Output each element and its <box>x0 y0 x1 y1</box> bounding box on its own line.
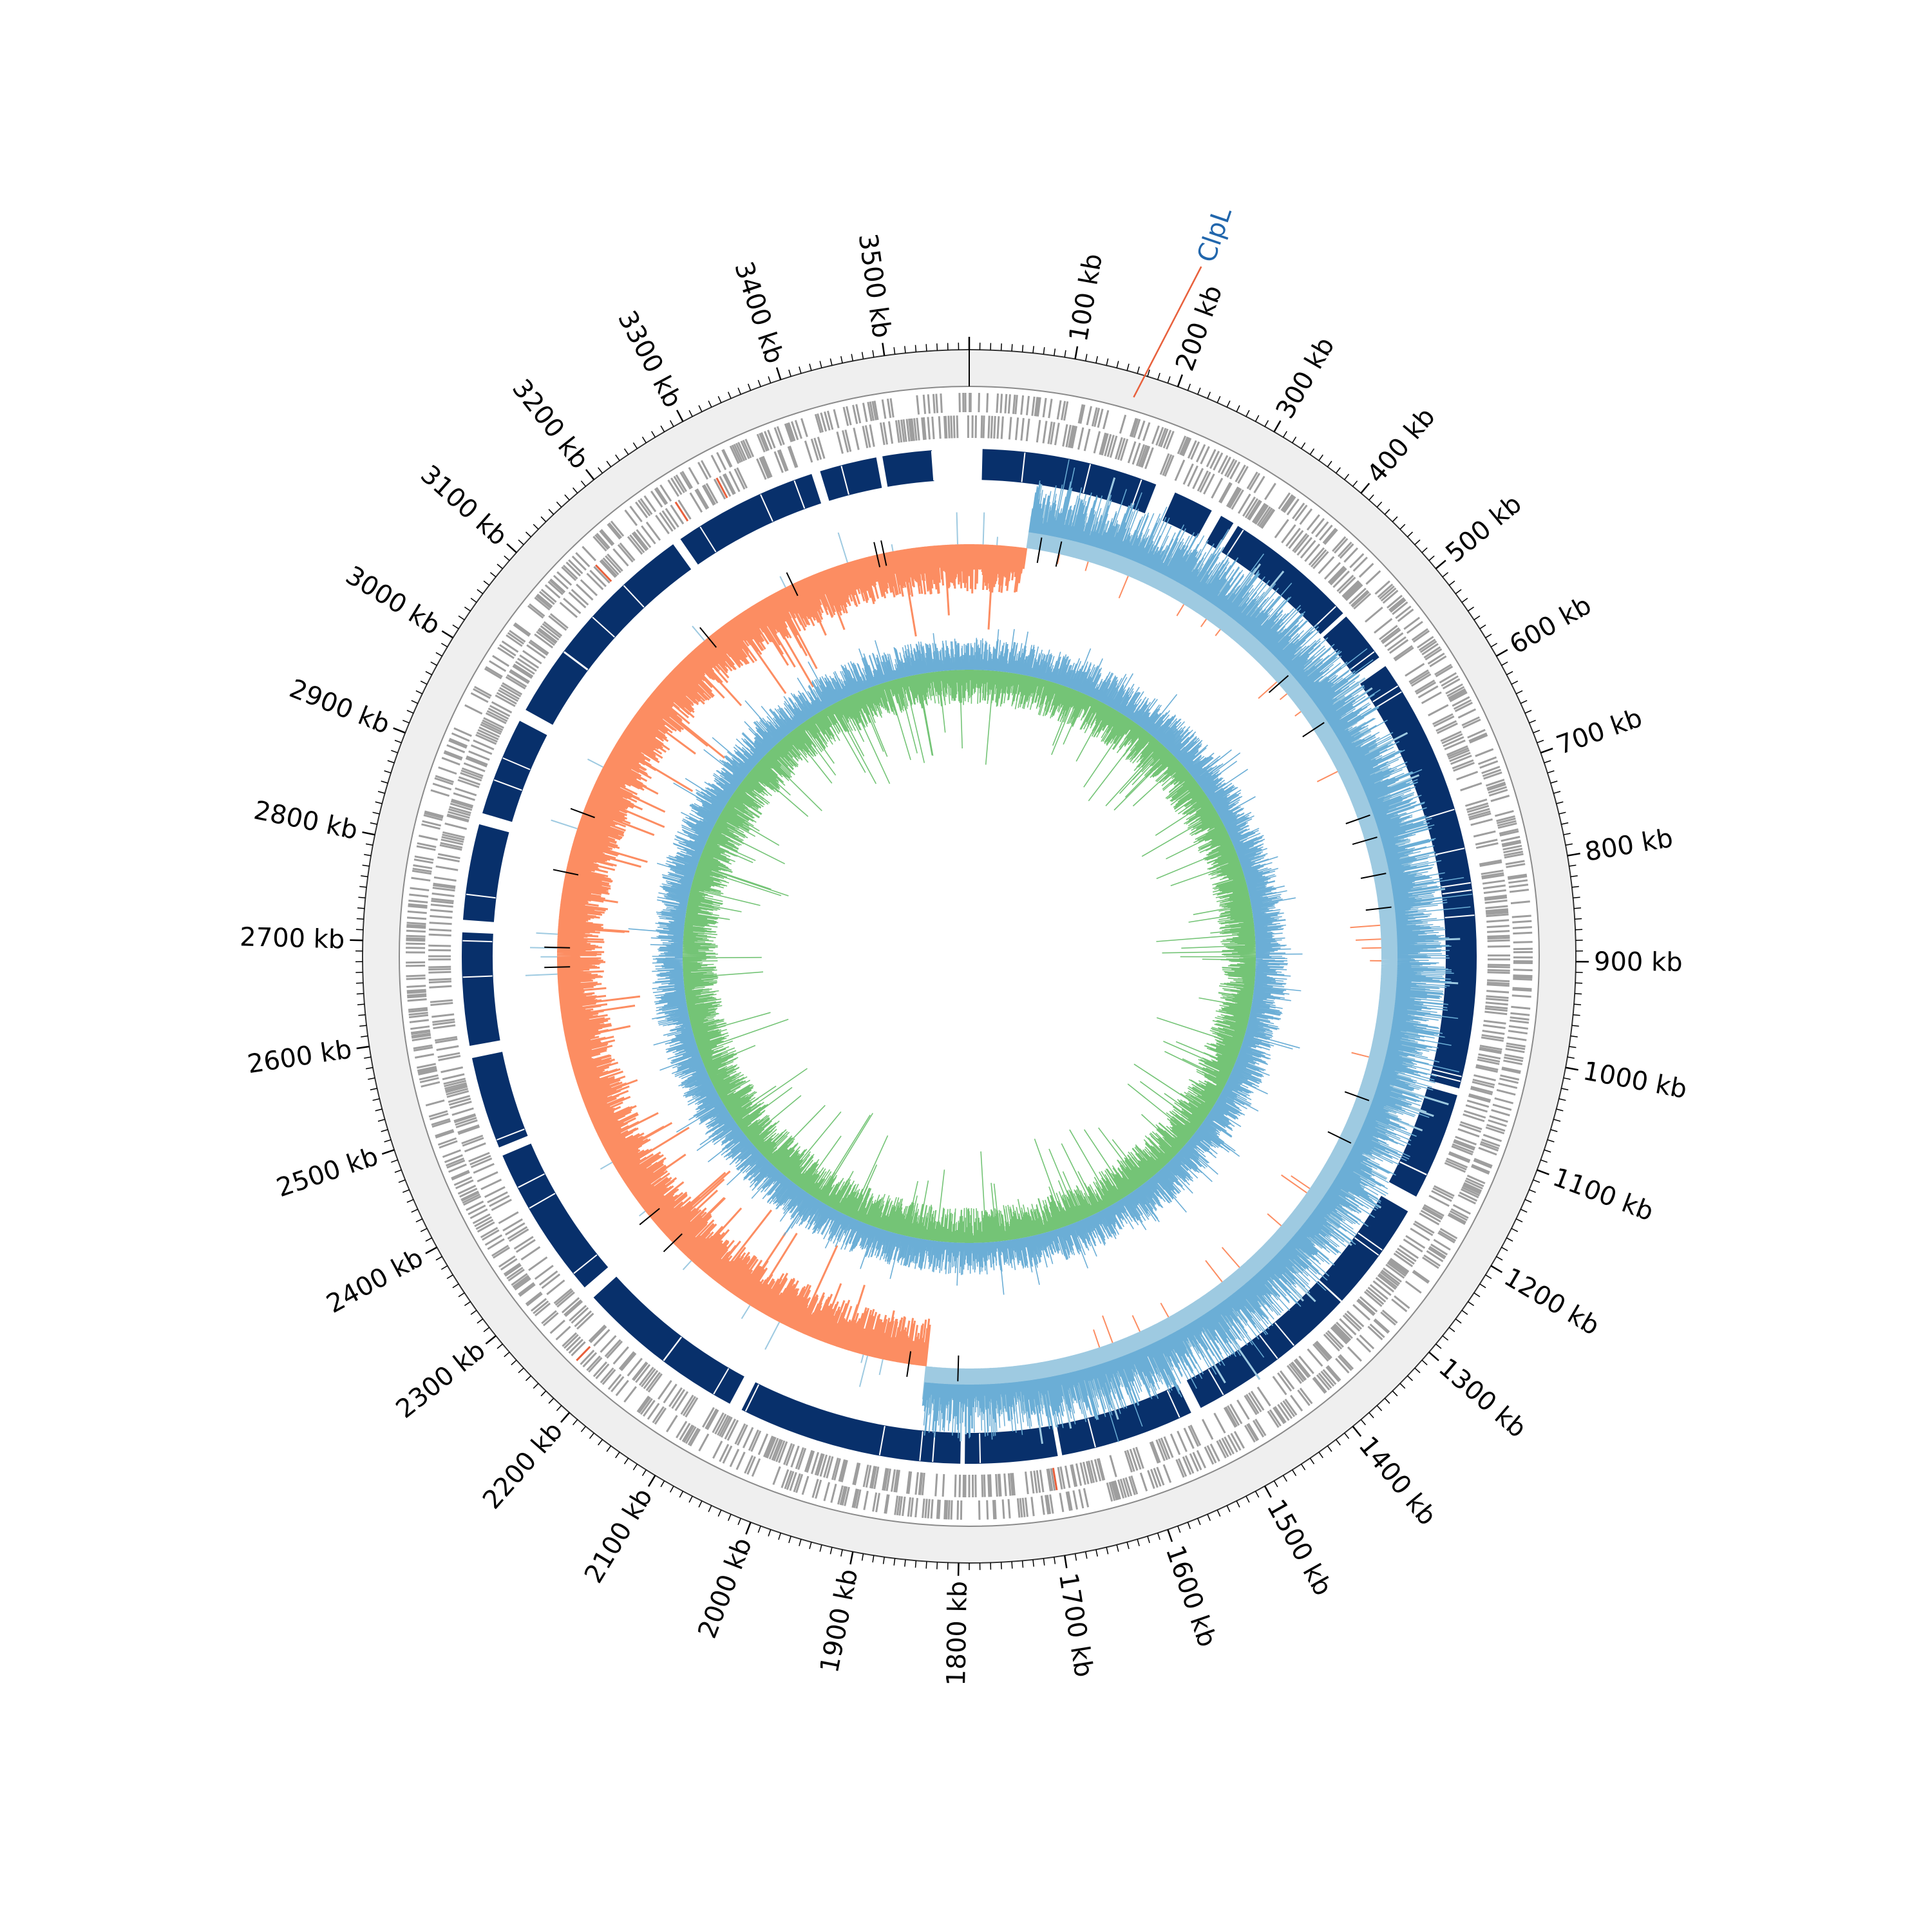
syntenic-block <box>741 1382 961 1464</box>
minor-ticks <box>355 343 1584 1570</box>
syntenic-block <box>882 450 934 487</box>
tick-label-100: 100 kb <box>1064 251 1108 344</box>
syntenic-block <box>462 932 500 1046</box>
tick-label-800: 800 kb <box>1583 823 1675 867</box>
gene-feature-ring <box>405 392 1533 1520</box>
syntenic-block <box>463 824 509 922</box>
syntenic-block-ring <box>462 449 1477 1464</box>
block-separators <box>462 451 1475 1463</box>
syntenic-block <box>1056 1385 1191 1455</box>
gc-skew-positive-edge <box>922 459 1473 1443</box>
tick-label-200: 200 kb <box>1170 281 1229 375</box>
tick-label-1100: 1100 kb <box>1549 1162 1658 1227</box>
gc-skew-negative-spikes <box>1056 554 1382 1348</box>
gc-skew-negative <box>556 544 1028 1367</box>
gene-marks-highlight <box>576 477 1058 1491</box>
tick-label-3300: 3300 kb <box>612 306 688 412</box>
tick-label-1300: 1300 kb <box>1433 1352 1532 1443</box>
tick-label-3200: 3200 kb <box>506 374 594 475</box>
tick-label-2400: 2400 kb <box>322 1243 428 1320</box>
tick-label-2000: 2000 kb <box>692 1534 758 1643</box>
gc-skew-track <box>525 459 1473 1444</box>
tick-label-1400: 1400 kb <box>1352 1431 1442 1531</box>
tick-label-1800: 1800 kb <box>942 1580 973 1686</box>
tick-label-1000: 1000 kb <box>1580 1056 1689 1104</box>
tick-label-1900: 1900 kb <box>815 1567 864 1676</box>
tick-label-2700: 2700 kb <box>240 922 345 954</box>
syntenic-block <box>1162 492 1212 538</box>
tick-label-400: 400 kb <box>1361 402 1441 489</box>
tick-label-1600: 1600 kb <box>1160 1542 1222 1651</box>
tick-label-300: 300 kb <box>1271 332 1341 424</box>
syntenic-block <box>965 1425 1058 1464</box>
syntenic-block <box>1186 1281 1341 1408</box>
syntenic-block <box>482 721 547 822</box>
tick-label-1500: 1500 kb <box>1261 1495 1338 1601</box>
position-ticks <box>350 337 1589 1576</box>
syntenic-block <box>472 1052 528 1148</box>
major-ticks <box>350 337 1589 1576</box>
tick-label-2600: 2600 kb <box>245 1034 354 1079</box>
syntenic-block <box>981 449 1157 514</box>
tick-label-3500: 3500 kb <box>853 232 896 340</box>
gc-skew-positive-spikes <box>525 512 998 1387</box>
gc-skew-outliers <box>544 537 1392 1381</box>
tick-label-1200: 1200 kb <box>1499 1262 1605 1341</box>
syntenic-block <box>820 457 882 501</box>
clpl-pointer-line <box>1133 266 1202 398</box>
syntenic-block <box>1206 516 1234 550</box>
tick-label-1700: 1700 kb <box>1053 1571 1099 1679</box>
syntenic-block <box>1221 526 1343 634</box>
syntenic-block <box>526 544 692 725</box>
tick-label-900: 900 kb <box>1594 947 1683 978</box>
syntenic-block <box>502 1143 609 1288</box>
tick-label-3000: 3000 kb <box>341 560 446 641</box>
tick-label-2900: 2900 kb <box>285 674 394 740</box>
gc-content-outer <box>628 629 1303 1295</box>
syntenic-block <box>593 1276 744 1404</box>
syntenic-block <box>1323 616 1379 676</box>
syntenic-block <box>1319 1195 1408 1301</box>
gc-content-inner <box>682 669 1256 1244</box>
tick-label-2300: 2300 kb <box>390 1336 491 1425</box>
clpl-label: ClpL <box>1191 204 1238 267</box>
tick-label-500: 500 kb <box>1440 489 1527 568</box>
gc-content-track <box>628 629 1303 1295</box>
tick-label-700: 700 kb <box>1553 703 1646 761</box>
tick-label-3400: 3400 kb <box>728 258 789 367</box>
tick-label-2100: 2100 kb <box>579 1483 659 1588</box>
syntenic-block <box>1388 1086 1457 1197</box>
tick-label-3100: 3100 kb <box>415 460 513 552</box>
gene-marks <box>405 392 1533 1520</box>
tick-label-2500: 2500 kb <box>273 1142 382 1204</box>
tick-label-2800: 2800 kb <box>251 795 360 846</box>
tick-label-2200: 2200 kb <box>477 1416 569 1515</box>
tick-label-600: 600 kb <box>1505 591 1596 660</box>
syntenic-block <box>680 474 822 565</box>
